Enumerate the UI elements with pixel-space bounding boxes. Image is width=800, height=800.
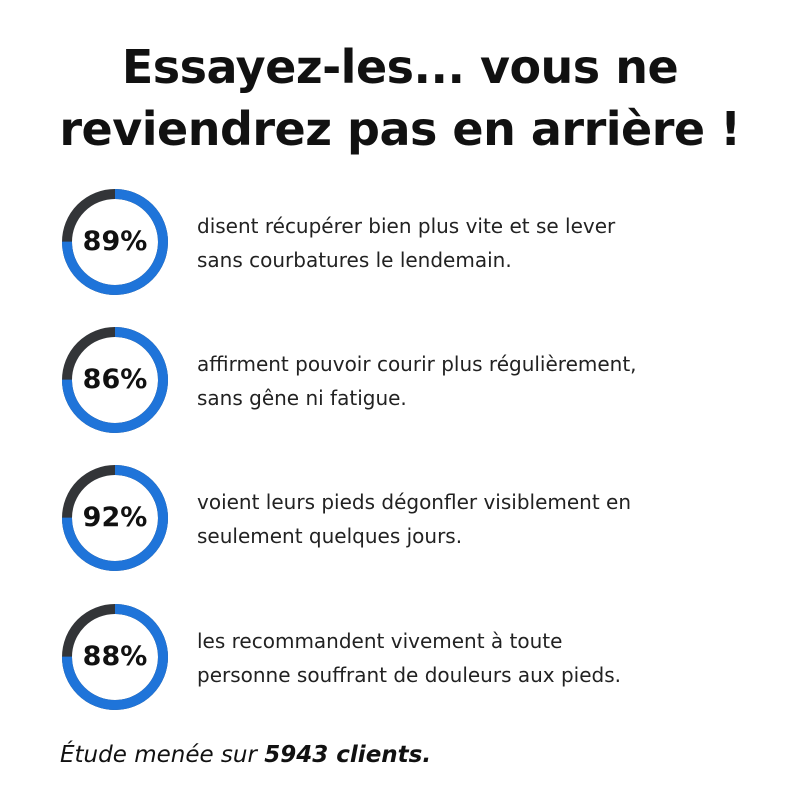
progress-ring: [62, 189, 168, 295]
stat-description: affirment pouvoir courir plus régulièrem…: [197, 352, 637, 410]
stat-row: 88% les recommandent vivement à toute pe…: [60, 602, 760, 712]
headline: Essayez-les... vous ne reviendrez pas en…: [59, 40, 741, 156]
stat-value: 92%: [82, 502, 148, 533]
stat-description: les recommandent vivement à toute person…: [197, 629, 622, 687]
stat-value: 86%: [82, 364, 148, 395]
stat-row: 92% voient leurs pieds dégonfler visible…: [60, 463, 760, 573]
stat-row: 86% affirment pouvoir courir plus réguli…: [60, 325, 760, 435]
stat-row: 89% disent récupérer bien plus vite et s…: [60, 187, 760, 297]
stat-value: 89%: [82, 226, 148, 257]
footnote-prefix: Étude menée sur: [60, 742, 265, 768]
stat-description: voient leurs pieds dégonfler visiblement…: [197, 490, 632, 548]
ring-fill: [62, 604, 168, 710]
ring-fill: [62, 465, 168, 571]
progress-ring: [62, 604, 168, 710]
ring-fill: [62, 327, 168, 433]
ring-fill: [62, 189, 168, 295]
progress-ring: [62, 465, 168, 571]
stat-value: 88%: [82, 641, 148, 672]
progress-ring: [62, 327, 168, 433]
footnote-emphasis: 5943 clients.: [264, 742, 432, 768]
stat-description: disent récupérer bien plus vite et se le…: [197, 214, 616, 272]
study-footnote: Étude menée sur 5943 clients.: [60, 742, 431, 768]
